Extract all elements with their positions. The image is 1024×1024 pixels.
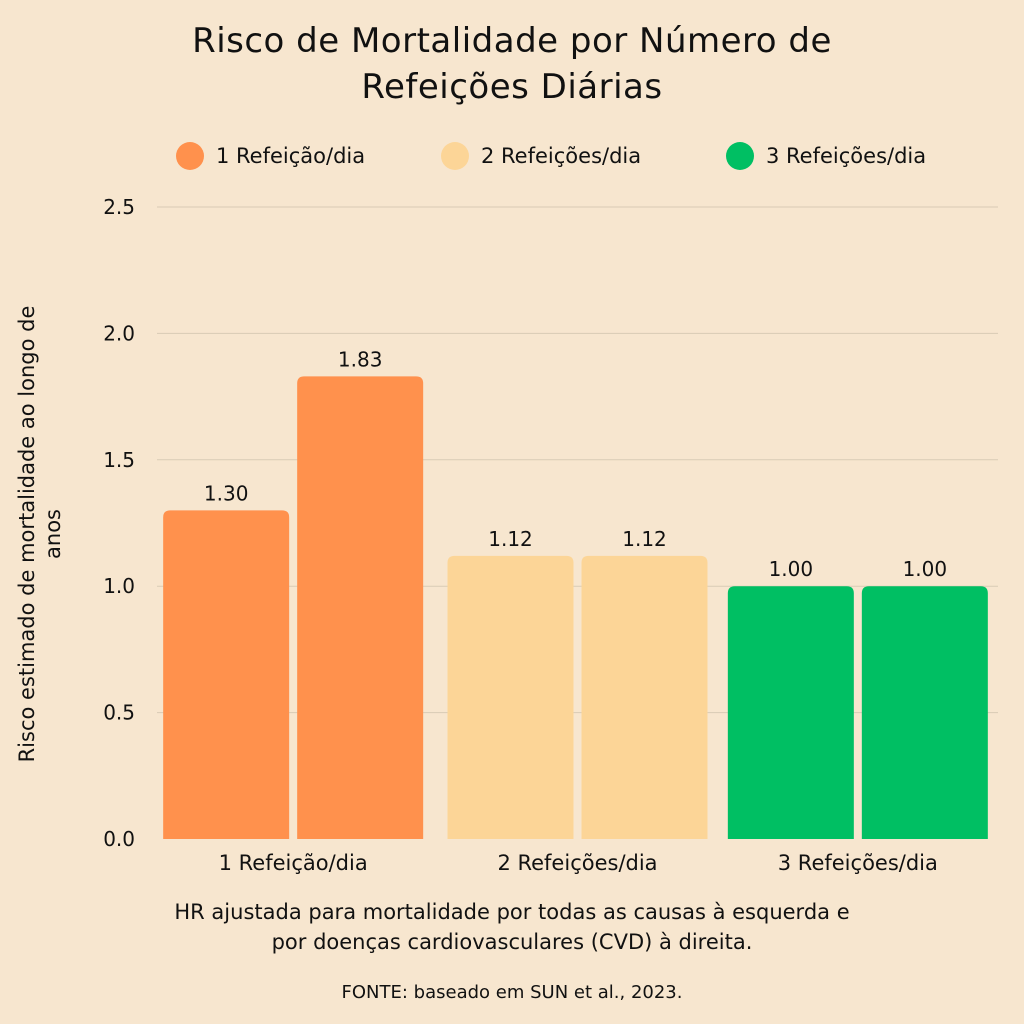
bar — [581, 555, 708, 839]
chart-title: Risco de Mortalidade por Número de Refei… — [0, 18, 1024, 110]
chart-title-line-1: Risco de Mortalidade por Número de — [192, 21, 832, 61]
chart-title-line-2: Refeições Diárias — [361, 67, 663, 107]
x-tick-label: 3 Refeições/dia — [778, 851, 938, 875]
data-label: 1.00 — [903, 557, 948, 581]
legend: 1 Refeição/dia 2 Refeições/dia 3 Refeiçõ… — [0, 142, 1024, 176]
y-tick-label: 0.5 — [103, 701, 135, 725]
y-axis-label-line-2: anos — [41, 509, 65, 559]
x-axis-label-line-1: HR ajustada para mortalidade por todas a… — [174, 900, 850, 924]
bar — [861, 586, 988, 839]
y-tick-label: 0.0 — [103, 827, 135, 851]
legend-swatch-orange — [176, 142, 204, 170]
bar — [297, 376, 424, 839]
data-label: 1.83 — [338, 347, 383, 371]
bar — [447, 555, 574, 839]
x-tick-label: 2 Refeições/dia — [497, 851, 657, 875]
legend-entry-3: 3 Refeições/dia — [726, 142, 926, 170]
legend-label: 1 Refeição/dia — [216, 144, 366, 168]
y-tick-label: 1.0 — [103, 574, 135, 598]
bar — [163, 510, 290, 839]
legend-label: 2 Refeições/dia — [481, 144, 642, 168]
data-label: 1.30 — [204, 481, 249, 505]
legend-entry-2: 2 Refeições/dia — [441, 142, 641, 170]
x-axis-label-line-2: por doenças cardiovasculares (CVD) à dir… — [271, 930, 753, 954]
legend-swatch-green — [726, 142, 754, 170]
y-tick-label: 1.5 — [103, 448, 135, 472]
legend-entry-1: 1 Refeição/dia — [176, 142, 365, 170]
x-axis-label: HR ajustada para mortalidade por todas a… — [0, 897, 1024, 957]
legend-swatch-peach — [441, 142, 469, 170]
y-axis-label: Risco estimado de mortalidade ao longo d… — [14, 224, 66, 844]
y-tick-label: 2.5 — [103, 195, 135, 219]
data-label: 1.00 — [769, 557, 814, 581]
data-label: 1.12 — [488, 527, 533, 551]
y-axis-label-line-1: Risco estimado de mortalidade ao longo d… — [15, 305, 39, 763]
data-label: 1.12 — [622, 527, 667, 551]
legend-label: 3 Refeições/dia — [766, 144, 927, 168]
x-tick-label: 1 Refeição/dia — [219, 851, 368, 875]
source-note: FONTE: baseado em SUN et al., 2023. — [341, 982, 683, 1003]
y-tick-label: 2.0 — [103, 321, 135, 345]
bar — [727, 586, 854, 839]
